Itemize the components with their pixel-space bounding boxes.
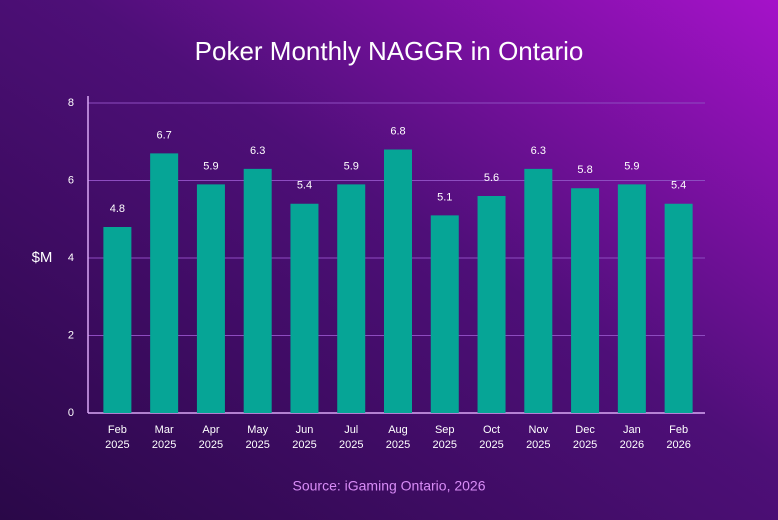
bar <box>617 184 646 413</box>
value-label: 5.8 <box>577 164 592 176</box>
y-tick-label: 0 <box>68 407 74 419</box>
value-label: 6.7 <box>157 129 172 141</box>
x-tick-label-line: 2025 <box>339 439 363 451</box>
x-tick-label-line: Feb <box>669 424 688 436</box>
x-tick-label-line: May <box>247 424 268 436</box>
bar <box>243 168 272 413</box>
x-tick-label: Jul 2025 <box>339 424 363 451</box>
x-tick-label-line: 2025 <box>386 439 410 451</box>
value-label: 4.8 <box>110 203 125 215</box>
x-tick-label-line: Nov <box>529 424 549 436</box>
chart-title: Poker Monthly NAGGR in Ontario <box>195 36 584 66</box>
x-tick-label: Jun 2025 <box>292 424 316 451</box>
x-tick-label-line: 2025 <box>245 439 269 451</box>
x-tick-label: Apr 2025 <box>199 424 223 451</box>
x-tick-label-line: 2026 <box>666 439 690 451</box>
value-label: 5.9 <box>624 160 639 172</box>
bar <box>150 153 179 413</box>
bar <box>196 184 225 413</box>
x-tick-label: Dec 2025 <box>573 424 597 451</box>
value-label: 5.9 <box>344 160 359 172</box>
value-label: 5.9 <box>203 160 218 172</box>
x-tick-label: Nov 2025 <box>526 424 550 451</box>
bar <box>103 227 132 413</box>
x-tick-label: Sep 2025 <box>433 424 457 451</box>
x-tick-label-line: 2025 <box>573 439 597 451</box>
x-tick-label: Aug 2025 <box>386 424 410 451</box>
value-label: 5.1 <box>437 191 452 203</box>
x-tick-label: May 2025 <box>245 424 269 451</box>
x-tick-label: Oct 2025 <box>479 424 503 451</box>
x-tick-label: Feb 2025 <box>105 424 129 451</box>
x-tick-label-line: Feb <box>108 424 127 436</box>
x-tick-label: Jan 2026 <box>620 424 644 451</box>
x-tick-label-line: Sep <box>435 424 455 436</box>
value-label: 6.8 <box>390 125 405 137</box>
x-tick-label-line: Oct <box>483 424 500 436</box>
y-tick-label: 8 <box>68 97 74 109</box>
x-tick-label-line: 2025 <box>152 439 176 451</box>
y-axis-label: $M <box>32 249 53 266</box>
bar <box>477 196 506 413</box>
bar <box>337 184 366 413</box>
value-label: 6.3 <box>250 145 265 157</box>
x-tick-label: Feb 2026 <box>666 424 690 451</box>
bar <box>290 203 319 413</box>
bar <box>430 215 459 413</box>
value-label: 5.4 <box>671 180 686 192</box>
x-tick-label-line: 2025 <box>433 439 457 451</box>
bar <box>571 188 600 413</box>
value-label: 5.4 <box>297 180 312 192</box>
y-tick-label: 4 <box>68 252 74 264</box>
source: Source: iGaming Ontario, 2026 <box>293 478 486 494</box>
x-tick-label-line: Jan <box>623 424 641 436</box>
x-tick-label-line: Aug <box>388 424 408 436</box>
value-label: 5.6 <box>484 172 499 184</box>
y-tick-label: 2 <box>68 329 74 341</box>
x-tick-label-line: Apr <box>202 424 219 436</box>
x-tick-label-line: Mar <box>155 424 174 436</box>
y-tick-label: 6 <box>68 174 74 186</box>
x-tick-label-line: 2025 <box>292 439 316 451</box>
bar <box>384 149 412 413</box>
x-tick-label-line: 2025 <box>105 439 129 451</box>
x-tick-label-line: 2025 <box>479 439 503 451</box>
x-tick-label-line: Dec <box>575 424 595 436</box>
x-tick-label-line: 2025 <box>199 439 223 451</box>
value-label: 6.3 <box>531 145 546 157</box>
bar <box>524 168 553 413</box>
x-tick-label: Mar 2025 <box>152 424 176 451</box>
x-tick-label-line: Jun <box>296 424 314 436</box>
x-tick-label-line: Jul <box>344 424 358 436</box>
bar <box>664 203 693 413</box>
x-tick-label-line: 2026 <box>620 439 644 451</box>
x-tick-label-line: 2025 <box>526 439 550 451</box>
